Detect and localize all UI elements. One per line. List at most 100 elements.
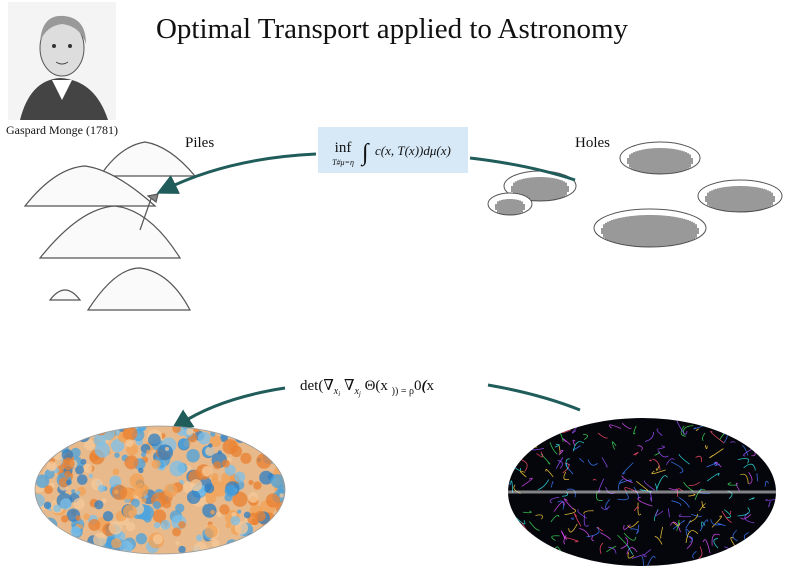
web-filament xyxy=(656,475,668,490)
web-filament xyxy=(601,457,608,468)
cosmic-web-map xyxy=(508,418,776,566)
web-filament xyxy=(549,442,558,455)
web-filament xyxy=(711,515,722,528)
piles-illustration xyxy=(23,141,197,311)
cmb-spot xyxy=(175,503,185,513)
cmb-spot xyxy=(64,536,72,544)
web-filament xyxy=(743,532,749,540)
web-filament xyxy=(568,523,578,533)
web-filament xyxy=(749,497,755,501)
web-filament xyxy=(583,510,594,514)
web-filament xyxy=(538,418,542,422)
cmb-spot xyxy=(202,503,217,518)
web-filament xyxy=(646,555,656,566)
cmb-spot xyxy=(152,501,161,510)
arrow xyxy=(156,152,317,194)
web-filament xyxy=(535,514,543,520)
web-filament xyxy=(678,514,691,518)
cmb-spot xyxy=(66,479,72,486)
web-filament xyxy=(562,438,571,446)
web-filament xyxy=(692,550,697,559)
cmb-spot xyxy=(83,463,93,473)
cmb-spot xyxy=(204,491,217,504)
web-filament xyxy=(657,445,665,450)
formula-subscript: T#μ=η xyxy=(332,158,354,167)
cmb-spot xyxy=(220,434,228,443)
cmb-spot xyxy=(88,519,101,531)
cmb-spot xyxy=(152,509,167,523)
cmb-spot xyxy=(169,460,186,477)
web-filament xyxy=(764,444,768,451)
web-filament xyxy=(508,526,510,538)
web-filament xyxy=(627,520,639,528)
web-filament xyxy=(525,548,529,555)
cmb-spot xyxy=(157,444,174,461)
cmb-spot xyxy=(36,528,45,537)
web-filament xyxy=(510,523,520,531)
cmb-spot xyxy=(35,525,44,542)
web-filament xyxy=(636,524,640,533)
cmb-spot xyxy=(279,493,284,498)
web-filament xyxy=(742,445,749,456)
web-filament xyxy=(510,527,520,540)
web-filament xyxy=(528,442,538,448)
cmb-spot xyxy=(110,439,125,453)
arrow-line xyxy=(469,156,576,182)
web-filament xyxy=(633,451,639,456)
cmb-spot xyxy=(268,426,284,440)
web-filament xyxy=(720,552,729,559)
cmb-spot xyxy=(240,547,247,554)
cmb-spot xyxy=(164,483,178,498)
cmb-spot xyxy=(260,426,269,434)
cmb-spot xyxy=(172,426,182,433)
web-filament xyxy=(760,559,770,563)
cmb-spot xyxy=(61,515,69,523)
cmb-spot xyxy=(186,428,194,436)
cmb-spot xyxy=(193,541,208,554)
web-filament xyxy=(579,528,590,538)
holes-illustration xyxy=(487,141,783,248)
web-filament xyxy=(637,496,653,507)
cmb-spot xyxy=(65,426,77,433)
web-filament xyxy=(690,513,702,518)
cmb-spot xyxy=(67,426,74,433)
cmb-spot xyxy=(35,474,50,488)
web-filament xyxy=(643,549,652,557)
web-filament xyxy=(563,471,570,481)
cmb-spot xyxy=(265,493,281,508)
web-filament xyxy=(670,461,684,474)
web-filament xyxy=(766,552,772,558)
cmb-spot xyxy=(273,524,285,536)
cmb-spot xyxy=(70,447,81,458)
web-filament xyxy=(688,535,694,543)
cmb-spot xyxy=(210,509,215,515)
web-filament xyxy=(633,506,639,512)
web-filament xyxy=(523,424,529,429)
cmb-spot xyxy=(35,538,41,551)
web-filament xyxy=(572,439,576,447)
web-filament xyxy=(745,546,755,555)
cmb-spot xyxy=(268,523,280,535)
cmb-spot xyxy=(44,426,51,430)
web-filament xyxy=(693,425,703,430)
web-filament xyxy=(621,475,633,484)
cmb-spot xyxy=(210,477,219,485)
web-filament xyxy=(668,508,670,518)
web-filament xyxy=(735,426,750,440)
cmb-spot xyxy=(270,474,285,488)
web-filament xyxy=(737,458,750,464)
web-filament xyxy=(521,477,533,487)
web-filament xyxy=(620,536,629,549)
cmb-spot xyxy=(61,449,74,461)
web-filament xyxy=(520,426,532,433)
web-filament xyxy=(683,425,694,436)
web-filament xyxy=(611,441,617,450)
cmb-spot xyxy=(93,532,107,547)
cmb-spot xyxy=(211,481,227,497)
cmb-spot xyxy=(60,498,72,510)
web-filament xyxy=(768,500,771,508)
web-filament xyxy=(699,519,709,532)
web-filament xyxy=(655,465,660,471)
cmb-spot xyxy=(44,431,60,447)
